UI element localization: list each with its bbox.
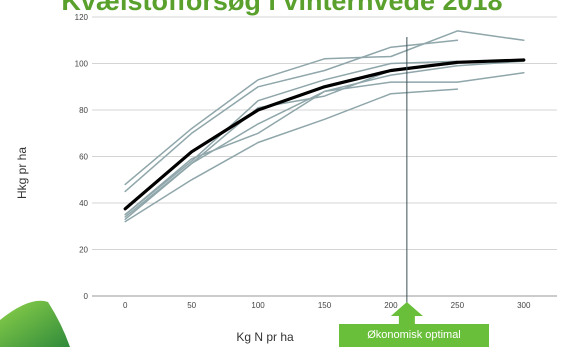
y-tick-label: 0 — [84, 292, 89, 301]
trial-series-line — [124, 88, 459, 223]
trial-series-line — [124, 60, 459, 216]
y-tick-label: 20 — [79, 246, 88, 255]
x-tick-label: 300 — [517, 301, 531, 310]
x-tick-label: 0 — [123, 301, 128, 310]
x-tick-label: 50 — [187, 301, 196, 310]
up-arrow-icon — [390, 302, 423, 325]
y-axis-label: Hkg pr ha — [15, 146, 29, 200]
chart-title: Kvælstofforsøg i vinterhvede 2018 — [61, 0, 503, 16]
leaf-logo-decoration — [0, 300, 70, 347]
grid-layer — [92, 16, 557, 297]
y-tick-label: 40 — [79, 199, 88, 208]
average-series-line — [123, 58, 526, 211]
economic-optimum-label: Økonomisk optimal — [339, 324, 489, 347]
y-tick-label: 120 — [75, 13, 89, 22]
x-tick-label: 150 — [318, 301, 332, 310]
trial-series-line — [124, 30, 525, 186]
x-tick-label: 200 — [384, 301, 398, 310]
y-tick-label: 60 — [79, 153, 88, 162]
trial-series-line — [124, 60, 525, 216]
y-tick-label: 100 — [75, 60, 89, 69]
x-axis-label: Kg N pr ha — [236, 330, 294, 344]
x-tick-label: 250 — [451, 301, 465, 310]
tick-labels: 0 20 40 60 80 100 120 0 50 100 150 200 250 300 — [75, 13, 531, 310]
series-layer — [123, 30, 526, 223]
trial-series-line — [124, 39, 459, 193]
x-tick-label: 100 — [251, 301, 265, 310]
trial-series-line — [124, 62, 459, 221]
y-tick-label: 80 — [79, 106, 88, 115]
annotation-layer — [390, 37, 423, 325]
trial-series-line — [124, 72, 525, 218]
